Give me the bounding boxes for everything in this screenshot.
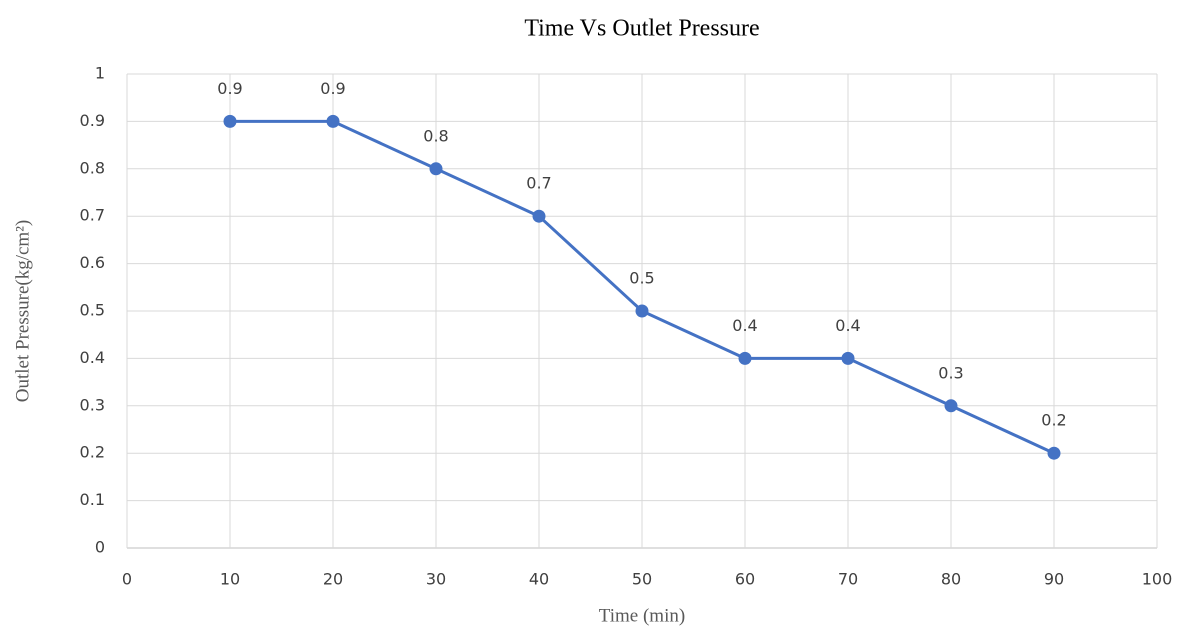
- x-tick-label: 30: [426, 570, 446, 589]
- x-tick-label: 80: [941, 570, 961, 589]
- y-tick-label: 0.2: [80, 443, 105, 462]
- data-label: 0.7: [526, 174, 551, 193]
- data-point: [635, 304, 649, 318]
- data-point: [738, 351, 752, 365]
- x-tick-label: 40: [529, 570, 549, 589]
- data-point: [944, 399, 958, 413]
- data-label: 0.4: [835, 316, 860, 335]
- y-tick-label: 0.8: [80, 158, 105, 177]
- data-point: [532, 209, 546, 223]
- x-tick-label: 10: [220, 570, 240, 589]
- data-label: 0.3: [938, 363, 963, 382]
- x-tick-label: 20: [323, 570, 343, 589]
- y-tick-label: 0.1: [80, 490, 105, 509]
- data-label: 0.2: [1041, 411, 1066, 430]
- data-label: 0.5: [629, 269, 654, 288]
- y-tick-label: 0.3: [80, 395, 105, 414]
- y-tick-label: 0.6: [80, 253, 105, 272]
- x-tick-label: 100: [1142, 570, 1173, 589]
- x-axis-label: Time (min): [599, 605, 685, 626]
- data-point: [841, 351, 855, 365]
- x-tick-label: 90: [1044, 570, 1064, 589]
- x-tick-label: 0: [122, 570, 132, 589]
- data-point: [429, 162, 443, 176]
- y-tick-label: 0.5: [80, 301, 105, 320]
- y-tick-label: 0.9: [80, 111, 105, 130]
- data-point: [1047, 446, 1061, 460]
- y-tick-label: 1: [95, 64, 105, 83]
- data-label: 0.9: [217, 79, 242, 98]
- data-point: [326, 114, 340, 128]
- x-tick-label: 70: [838, 570, 858, 589]
- data-label: 0.4: [732, 316, 757, 335]
- y-tick-label: 0: [95, 538, 105, 557]
- chart-title: Time Vs Outlet Pressure: [524, 16, 759, 42]
- data-label: 0.8: [423, 126, 448, 145]
- x-tick-label: 60: [735, 570, 755, 589]
- data-label: 0.9: [320, 79, 345, 98]
- y-tick-label: 0.4: [80, 348, 105, 367]
- x-tick-label: 50: [632, 570, 652, 589]
- data-point: [223, 114, 237, 128]
- y-tick-label: 0.7: [80, 206, 105, 225]
- y-axis-label: Outlet Pressure(kg/cm²): [12, 220, 33, 402]
